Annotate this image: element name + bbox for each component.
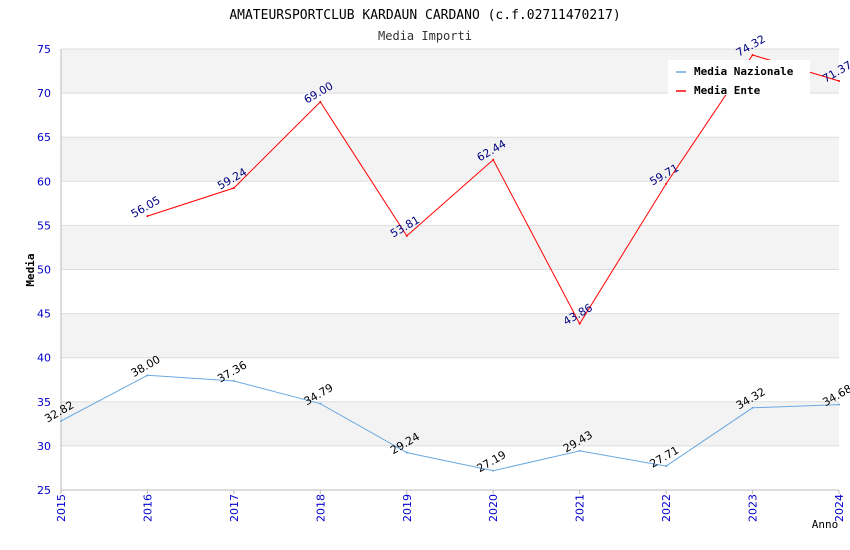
y-tick-label: 65 [37, 131, 51, 144]
legend: Media Nazionale Media Ente [668, 60, 810, 97]
data-point [319, 100, 322, 103]
y-tick-label: 30 [37, 440, 51, 453]
background-bands [61, 49, 839, 446]
data-point [405, 451, 408, 454]
y-tick-label: 55 [37, 219, 51, 232]
x-tick-label: 2018 [314, 494, 327, 522]
data-point [665, 465, 668, 468]
data-point [319, 402, 322, 405]
y-tick-label: 40 [37, 352, 51, 365]
data-label: 27.71 [647, 444, 681, 471]
y-tick-label: 45 [37, 308, 51, 321]
y-tick-label: 60 [37, 175, 51, 188]
x-tick-label: 2015 [55, 494, 68, 522]
grid-band [61, 401, 839, 446]
x-tick-label: 2017 [228, 494, 241, 522]
data-point [232, 187, 235, 190]
data-point [232, 379, 235, 382]
data-label: 56.05 [129, 194, 163, 221]
x-tick-label: 2023 [747, 494, 760, 522]
x-tick-label: 2024 [833, 494, 846, 522]
data-label: 27.19 [475, 448, 509, 475]
x-tick-labels: 2015 2016 2017 2018 2019 2020 2021 2022 2023 2024 [55, 494, 846, 522]
legend-label-ente: Media Ente [694, 84, 761, 97]
x-tick-label: 2016 [141, 494, 154, 522]
data-point [60, 420, 62, 423]
chart-subtitle: Media Importi [378, 29, 472, 43]
data-point [578, 322, 581, 325]
x-axis-label: Anno [812, 518, 839, 531]
grid-band [61, 313, 839, 358]
data-point [578, 449, 581, 452]
data-point [146, 374, 149, 377]
y-tick-label: 75 [37, 43, 51, 56]
chart-title: AMATEURSPORTCLUB KARDAUN CARDANO (c.f.02… [229, 8, 620, 23]
data-point [492, 158, 495, 161]
data-label: 37.36 [215, 358, 249, 385]
x-tick-label: 2019 [401, 494, 414, 522]
y-tick-labels: 25 30 35 40 45 50 55 60 65 70 75 [37, 43, 51, 497]
data-point [665, 182, 668, 185]
y-tick-label: 70 [37, 87, 51, 100]
axes [60, 49, 840, 494]
series-line-media-nazionale [60, 374, 840, 472]
y-tick-label: 50 [37, 264, 51, 277]
grid-band [61, 137, 839, 182]
legend-box [668, 60, 810, 95]
y-tick-label: 35 [37, 396, 51, 409]
x-tick-label: 2020 [487, 494, 500, 522]
x-tick-label: 2021 [574, 494, 587, 522]
series-lines [60, 53, 840, 472]
data-point [838, 80, 840, 83]
data-point [751, 53, 754, 56]
data-point [405, 234, 408, 237]
legend-label-nazionale: Media Nazionale [694, 65, 794, 78]
data-point [146, 215, 149, 218]
y-tick-label: 25 [37, 484, 51, 497]
y-axis-label: Media [24, 253, 37, 286]
x-tick-label: 2022 [660, 494, 673, 522]
data-point [838, 403, 840, 406]
data-point [751, 406, 754, 409]
grid-band [61, 225, 839, 270]
data-point [492, 469, 495, 472]
